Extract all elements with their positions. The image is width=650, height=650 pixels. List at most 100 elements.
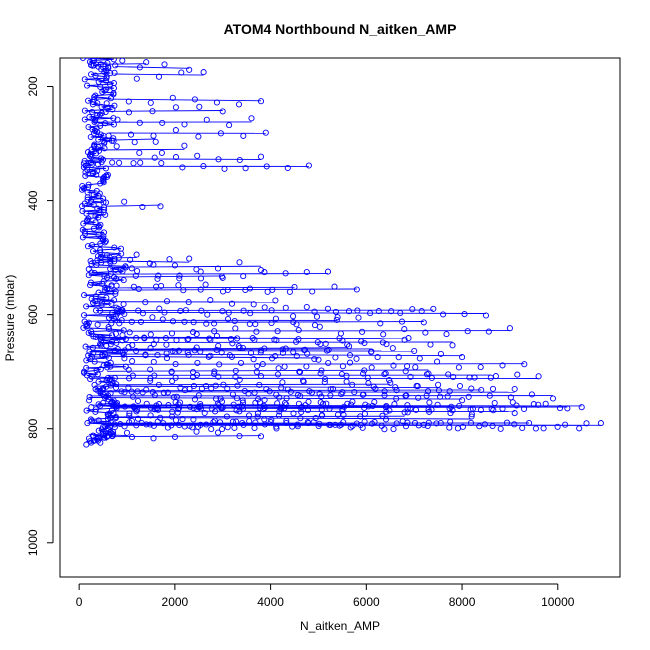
data-point [217, 130, 224, 137]
data-point [172, 374, 179, 381]
data-point [247, 349, 255, 356]
data-point [107, 95, 115, 102]
data-point [100, 229, 108, 236]
data-point [97, 307, 104, 314]
plot-frame [59, 57, 621, 578]
data-point [129, 393, 137, 400]
data-point [344, 341, 351, 348]
data-point [131, 139, 138, 146]
data-point [279, 349, 286, 356]
data-point [79, 234, 86, 241]
data-point [89, 101, 96, 108]
data-point [449, 342, 456, 349]
data-point [420, 319, 427, 326]
data-point [361, 418, 368, 425]
data-point [427, 341, 434, 348]
data-point [158, 149, 165, 156]
data-point [79, 186, 86, 193]
data-point [160, 389, 167, 396]
data-point [172, 127, 179, 134]
data-point [92, 307, 100, 314]
data-point [92, 213, 99, 220]
data-point [251, 424, 258, 432]
data-point [485, 328, 492, 335]
data-point [349, 381, 356, 388]
data-point [181, 142, 188, 149]
data-point [88, 404, 95, 411]
data-point [99, 280, 106, 287]
data-point [304, 350, 311, 357]
data-point [212, 408, 219, 415]
data-point [259, 361, 266, 368]
data-point [137, 159, 144, 166]
data-point [89, 170, 97, 177]
data-point [184, 349, 191, 356]
data-point [461, 311, 468, 318]
data-point [374, 354, 381, 361]
data-point [111, 347, 118, 354]
data-point [104, 171, 111, 178]
data-point [95, 417, 102, 424]
data-point [239, 399, 247, 406]
data-point [346, 343, 353, 350]
data-point [426, 399, 433, 406]
data-point [309, 288, 316, 295]
data-point [468, 411, 475, 418]
series-segment [94, 148, 185, 151]
data-point [154, 351, 161, 359]
data-point [94, 100, 101, 107]
data-point [217, 395, 224, 402]
data-point [92, 408, 99, 415]
data-point [102, 77, 109, 84]
data-point [224, 385, 231, 392]
data-point [399, 418, 406, 425]
data-point [128, 318, 135, 325]
data-point [168, 368, 175, 375]
data-point [212, 395, 220, 402]
data-point [171, 262, 178, 269]
data-point [506, 325, 513, 332]
data-point [272, 352, 279, 360]
data-point [101, 68, 108, 75]
y-axis: 200 400 600 800 1000 [26, 76, 54, 556]
data-point [83, 320, 90, 328]
data-point [84, 194, 91, 201]
data-point [253, 368, 260, 375]
data-point [305, 162, 312, 169]
data-point [112, 266, 119, 273]
data-point [353, 286, 360, 293]
data-point [83, 210, 90, 217]
series-line [80, 58, 127, 440]
data-point [239, 344, 247, 352]
series-segment [89, 397, 463, 400]
data-point [365, 403, 372, 410]
data-point [290, 313, 297, 320]
data-point [311, 308, 318, 315]
data-point [219, 274, 226, 281]
data-point [261, 304, 268, 311]
data-point [354, 307, 361, 314]
data-point [257, 433, 265, 440]
data-point [91, 381, 98, 388]
series-segment [107, 369, 429, 372]
data-point [99, 351, 106, 359]
data-point [297, 415, 304, 422]
data-point [298, 408, 305, 416]
data-point [112, 288, 119, 295]
data-point [90, 333, 97, 340]
series-segment [111, 288, 357, 291]
data-point [147, 99, 154, 106]
y-tick-label: 200 [26, 76, 40, 96]
data-point [84, 243, 92, 250]
data-point [211, 328, 218, 335]
data-point [88, 62, 95, 69]
data-point [169, 318, 177, 325]
data-point [303, 268, 310, 276]
data-point [246, 320, 253, 328]
data-point [90, 201, 97, 208]
series-segment [107, 417, 472, 420]
data-point [229, 340, 236, 347]
data-point [562, 421, 569, 428]
data-point [132, 272, 139, 279]
data-point [135, 307, 142, 314]
